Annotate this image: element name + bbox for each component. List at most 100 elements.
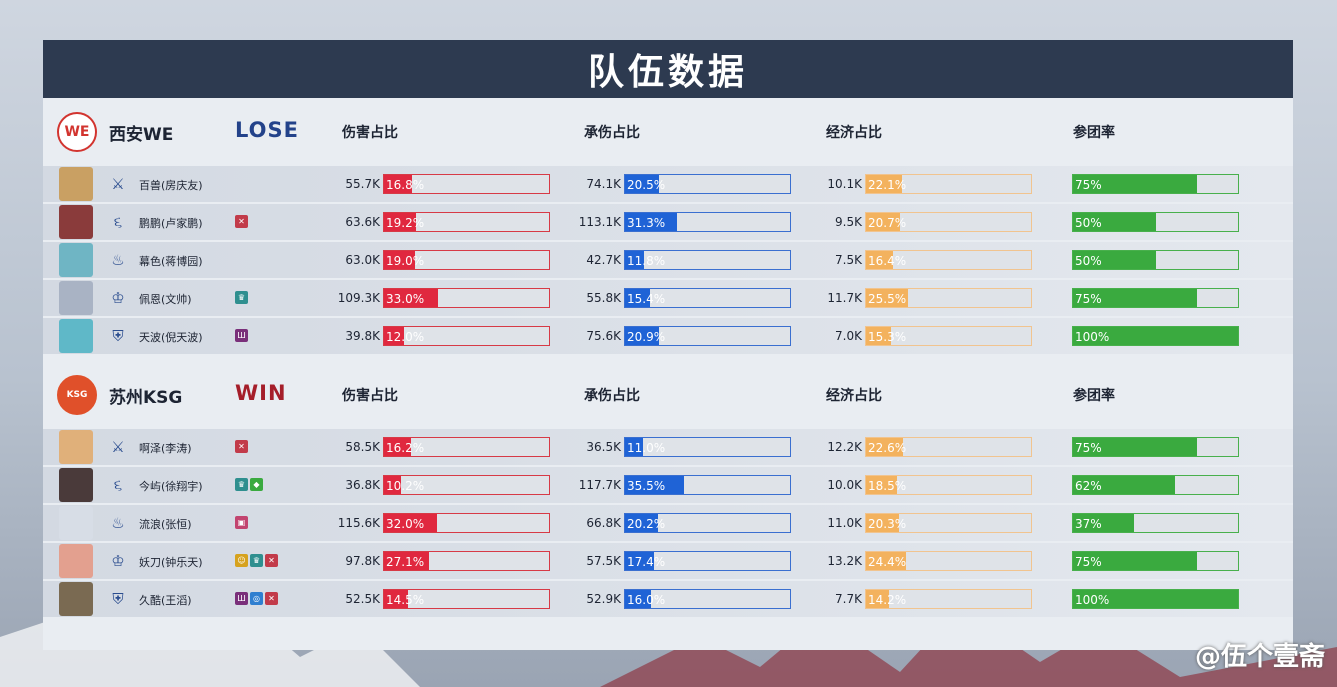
stat-econ-percent: 16.4% — [868, 254, 907, 268]
stat-damage-value: 63.0K — [345, 253, 380, 267]
stat-part-percent: 75% — [1075, 441, 1102, 455]
stat-taken-fill — [625, 251, 644, 269]
flag-icon: ✕ — [235, 215, 248, 228]
stat-econ-percent: 22.6% — [868, 441, 907, 455]
stat-damage-percent: 32.0% — [386, 517, 425, 531]
stat-taken-value: 57.5K — [586, 554, 621, 568]
stat-taken-percent: 20.9% — [627, 330, 666, 344]
stat-damage-fill — [384, 438, 411, 456]
col-header-taken: 承伤占比 — [584, 388, 640, 404]
player-name: 天波(倪天波) — [139, 331, 203, 344]
stat-damage-value: 52.5K — [345, 592, 380, 606]
stat-taken-value: 55.8K — [586, 291, 621, 305]
stat-econ-fill — [866, 289, 908, 307]
stat-taken-percent: 35.5% — [627, 479, 666, 493]
stat-taken-percent: 20.5% — [627, 178, 666, 192]
stat-damage-value: 115.6K — [337, 516, 380, 530]
shield-badge-icon: ◆ — [250, 478, 263, 491]
player-name: 啊泽(李涛) — [139, 442, 192, 455]
stat-taken-bar: 20.2% — [624, 513, 791, 533]
stat-part-percent: 37% — [1075, 517, 1102, 531]
stat-damage-percent: 19.2% — [386, 216, 425, 230]
stat-taken-bar: 31.3% — [624, 212, 791, 232]
stat-damage-percent: 16.8% — [386, 178, 425, 192]
stat-part-fill — [1073, 289, 1197, 307]
crown-badge-icon: ♛ — [235, 291, 248, 304]
stat-part-percent: 75% — [1075, 178, 1102, 192]
badge-list: ✕ — [235, 440, 248, 454]
stat-damage-bar: 16.8% — [383, 174, 550, 194]
stat-damage-fill — [384, 514, 437, 532]
stat-taken-fill — [625, 327, 659, 345]
team-block: WE 西安WE LOSE 伤害占比 承伤占比 经济占比 参团率 ⚔ 百兽(房庆友) 5… — [43, 98, 1293, 356]
stat-part-fill — [1073, 327, 1238, 345]
stat-part-fill — [1073, 476, 1175, 494]
stat-part-fill — [1073, 514, 1134, 532]
stat-part-bar: 50% — [1072, 212, 1239, 232]
watermark: @伍个壹斋 — [1194, 642, 1325, 672]
stat-damage-bar: 14.5% — [383, 589, 550, 609]
stat-taken-percent: 11.0% — [627, 441, 666, 455]
stat-econ-fill — [866, 175, 902, 193]
stat-part-bar: 75% — [1072, 437, 1239, 457]
stat-damage-value: 109.3K — [337, 291, 380, 305]
stat-econ-fill — [866, 552, 906, 570]
stat-taken-fill — [625, 289, 650, 307]
stat-taken-value: 74.1K — [586, 177, 621, 191]
badge-list: ✕ — [235, 215, 248, 229]
page-title: 队伍数据 — [587, 52, 748, 93]
stat-taken-bar: 15.4% — [624, 288, 791, 308]
player-row: ⛨ 久酷(王滔) Ш ◎ ✕ 52.5K 14.5% 52.9K 16.0% — [43, 581, 1293, 617]
match-result: WIN — [235, 381, 287, 405]
stat-taken-fill — [625, 476, 684, 494]
stat-part-fill — [1073, 590, 1238, 608]
player-row: ૬ 今屿(徐翔宇) ♛ ◆ 36.8K 10.2% 117.7K 35.5% — [43, 467, 1293, 503]
stat-econ-percent: 22.1% — [868, 178, 907, 192]
stat-part-fill — [1073, 175, 1197, 193]
stat-taken-bar: 11.8% — [624, 250, 791, 270]
stat-damage-fill — [384, 327, 404, 345]
tower-icon: Ш — [235, 329, 248, 342]
sword-icon: ⚔ — [111, 438, 125, 456]
stat-taken-value: 66.8K — [586, 516, 621, 530]
badge-list: ▣ — [235, 516, 248, 530]
stat-part-bar: 100% — [1072, 326, 1239, 346]
stat-part-percent: 100% — [1075, 330, 1110, 344]
col-header-participation: 参团率 — [1073, 388, 1115, 404]
stat-econ-bar: 22.1% — [865, 174, 1032, 194]
hero-avatar — [59, 281, 93, 315]
stat-econ-value: 11.7K — [827, 291, 862, 305]
tower-icon: Ш — [235, 592, 248, 605]
stat-econ-fill — [866, 476, 897, 494]
stat-part-percent: 62% — [1075, 479, 1102, 493]
player-name: 妖刀(钟乐天) — [139, 556, 203, 569]
stat-econ-percent: 18.5% — [868, 479, 907, 493]
stat-taken-value: 113.1K — [578, 215, 621, 229]
team-logo: WE — [57, 112, 97, 152]
stat-taken-percent: 11.8% — [627, 254, 666, 268]
stat-econ-value: 7.7K — [835, 592, 862, 606]
stat-damage-value: 58.5K — [345, 440, 380, 454]
stat-damage-value: 63.6K — [345, 215, 380, 229]
stat-econ-bar: 14.2% — [865, 589, 1032, 609]
badge-list: ♛ — [235, 291, 248, 305]
stat-damage-percent: 27.1% — [386, 555, 425, 569]
stat-taken-bar: 20.9% — [624, 326, 791, 346]
team-logo: KSG — [57, 375, 97, 415]
player-row: ♨ 幕色(蒋博园) 63.0K 19.0% 42.7K 11.8% — [43, 242, 1293, 278]
flag-icon: ✕ — [235, 440, 248, 453]
stat-damage-bar: 33.0% — [383, 288, 550, 308]
stat-econ-fill — [866, 590, 889, 608]
player-name: 久酷(王滔) — [139, 594, 192, 607]
team-header: KSG 苏州KSG WIN 伤害占比 承伤占比 经济占比 参团率 — [43, 361, 1293, 429]
stat-econ-fill — [866, 438, 903, 456]
stat-taken-percent: 31.3% — [627, 216, 666, 230]
stat-econ-percent: 25.5% — [868, 292, 907, 306]
wind-icon: ૬ — [113, 476, 123, 494]
stat-part-percent: 75% — [1075, 555, 1102, 569]
stat-econ-value: 7.0K — [835, 329, 862, 343]
stat-econ-fill — [866, 514, 899, 532]
shield-role-icon: ⛨ — [112, 590, 124, 608]
stat-damage-percent: 19.0% — [386, 254, 425, 268]
col-header-taken: 承伤占比 — [584, 125, 640, 141]
